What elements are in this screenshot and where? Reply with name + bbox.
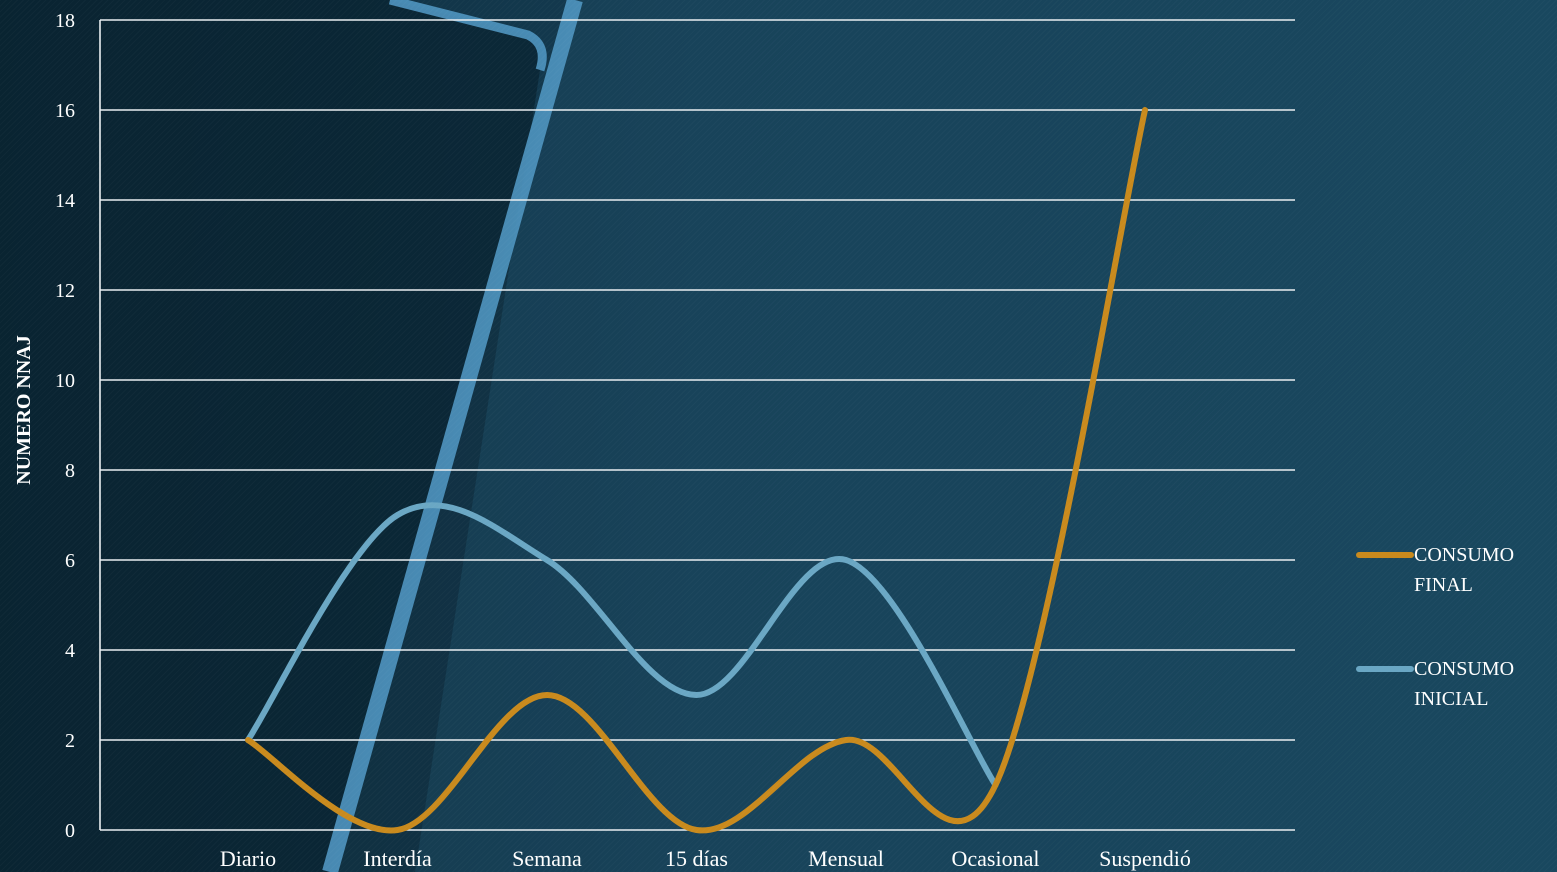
legend-label-consumo-final: CONSUMO FINAL (1414, 540, 1554, 600)
data-point-consumo-inicial (544, 557, 550, 563)
background-diagonal-stroke (322, 0, 583, 872)
data-point-consumo-final (1142, 107, 1148, 113)
y-tick-label: 14 (55, 190, 75, 212)
x-tick-label: Semana (512, 846, 582, 871)
y-axis-ticks: 0 2 4 6 8 10 12 14 16 18 (55, 10, 75, 842)
x-tick-label: Interdía (363, 846, 432, 871)
y-tick-label: 6 (65, 550, 75, 572)
data-point-consumo-inicial (694, 692, 699, 698)
data-point-consumo-final (694, 827, 699, 833)
legend-swatch-consumo-inicial (1356, 666, 1414, 672)
series-layer (245, 107, 1148, 834)
y-tick-label: 10 (55, 370, 75, 392)
y-tick-label: 16 (55, 100, 75, 122)
legend-label-line-1: CONSUMO (1414, 544, 1515, 566)
data-point-consumo-inicial (843, 557, 849, 563)
x-axis-ticks: Diario Interdía Semana 15 días Mensual Ocasio… (220, 846, 1191, 871)
x-tick-label: Mensual (808, 846, 884, 871)
data-point-consumo-final (993, 782, 998, 788)
legend: CONSUMO FINAL CONSUMO INICIAL (1356, 540, 1556, 768)
legend-label-line-1: CONSUMO (1414, 658, 1515, 680)
data-point-consumo-inicial (395, 512, 400, 518)
y-tick-label: 12 (55, 280, 75, 302)
data-point-consumo-final (395, 827, 400, 833)
legend-label-consumo-inicial: CONSUMO INICIAL (1414, 654, 1554, 714)
legend-item-consumo-inicial: CONSUMO INICIAL (1356, 654, 1556, 714)
y-tick-label: 4 (65, 640, 75, 662)
background-arc-stroke (388, 0, 547, 72)
data-point-consumo-final (843, 737, 849, 743)
x-tick-label: 15 días (665, 846, 728, 871)
y-tick-label: 2 (65, 730, 75, 752)
x-tick-label: Suspendió (1099, 846, 1191, 871)
series-line-consumo-final (245, 107, 1148, 834)
y-tick-label: 8 (65, 460, 75, 482)
y-tick-label: 18 (55, 10, 75, 32)
data-point-consumo-final (544, 692, 550, 698)
x-tick-label: Ocasional (952, 846, 1040, 871)
y-axis-label: NUMERO NNAJ (13, 335, 35, 484)
legend-label-line-2: INICIAL (1414, 688, 1489, 710)
y-tick-label: 0 (65, 820, 75, 842)
background-dark-panel (0, 0, 543, 872)
x-tick-label: Diario (220, 846, 276, 871)
legend-swatch-consumo-final (1356, 552, 1414, 558)
series-line-consumo-inicial (245, 502, 999, 788)
legend-label-line-2: FINAL (1414, 574, 1473, 596)
data-point-consumo-final (245, 737, 251, 743)
legend-item-consumo-final: CONSUMO FINAL (1356, 540, 1556, 600)
